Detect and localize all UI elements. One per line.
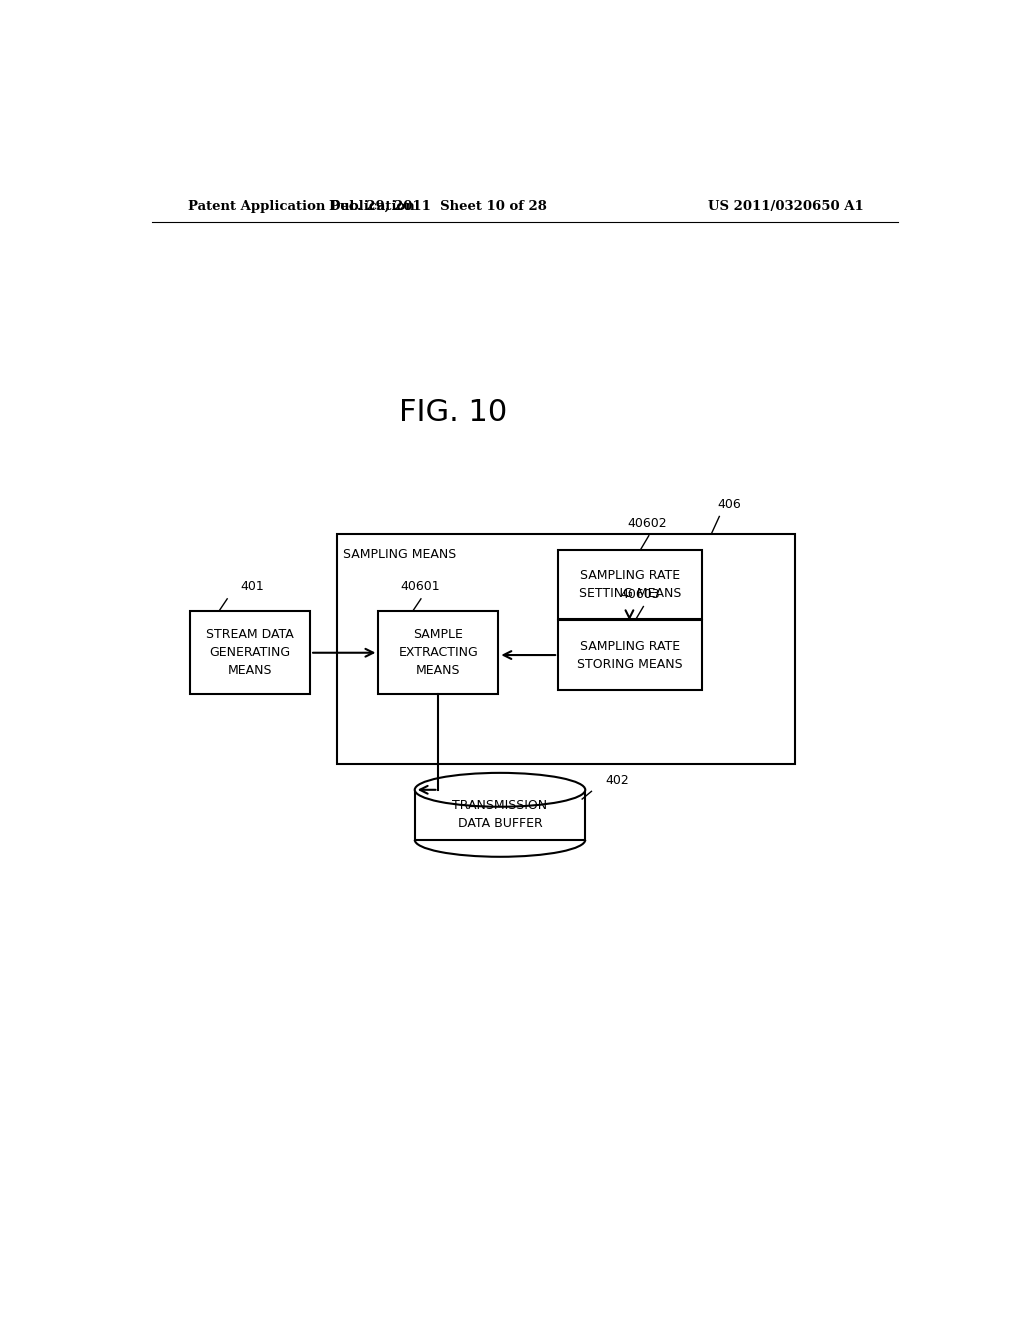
Text: 401: 401 [241, 581, 264, 594]
Text: STREAM DATA
GENERATING
MEANS: STREAM DATA GENERATING MEANS [206, 628, 294, 677]
Bar [558, 549, 701, 619]
Text: Patent Application Publication: Patent Application Publication [188, 199, 415, 213]
Bar [378, 611, 499, 694]
Text: 40601: 40601 [400, 581, 440, 594]
Text: 40603: 40603 [621, 589, 659, 601]
Bar [190, 611, 310, 694]
Ellipse shape [415, 774, 586, 807]
Bar [415, 789, 586, 840]
Text: SAMPLING RATE
STORING MEANS: SAMPLING RATE STORING MEANS [577, 640, 683, 671]
Text: US 2011/0320650 A1: US 2011/0320650 A1 [709, 199, 864, 213]
Text: 406: 406 [717, 498, 740, 511]
Text: Dec. 29, 2011  Sheet 10 of 28: Dec. 29, 2011 Sheet 10 of 28 [329, 199, 547, 213]
Bar [558, 620, 701, 689]
Text: TRANSMISSION
DATA BUFFER: TRANSMISSION DATA BUFFER [453, 800, 548, 830]
Bar [337, 535, 795, 763]
Text: 40602: 40602 [628, 517, 668, 531]
Text: SAMPLE
EXTRACTING
MEANS: SAMPLE EXTRACTING MEANS [398, 628, 478, 677]
Text: FIG. 10: FIG. 10 [399, 399, 508, 426]
Text: 402: 402 [605, 774, 629, 787]
Text: SAMPLING RATE
SETTING MEANS: SAMPLING RATE SETTING MEANS [579, 569, 681, 599]
Text: SAMPLING MEANS: SAMPLING MEANS [343, 548, 457, 561]
